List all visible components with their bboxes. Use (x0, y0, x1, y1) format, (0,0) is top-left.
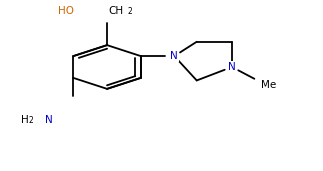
Text: N: N (228, 62, 236, 72)
Text: CH: CH (108, 6, 123, 16)
Text: 2: 2 (29, 116, 33, 125)
Text: H: H (21, 115, 29, 125)
Text: Me: Me (261, 81, 276, 90)
Text: HO: HO (58, 6, 74, 16)
Text: N: N (171, 51, 178, 61)
Text: N: N (45, 115, 52, 125)
Text: 2: 2 (128, 7, 133, 16)
